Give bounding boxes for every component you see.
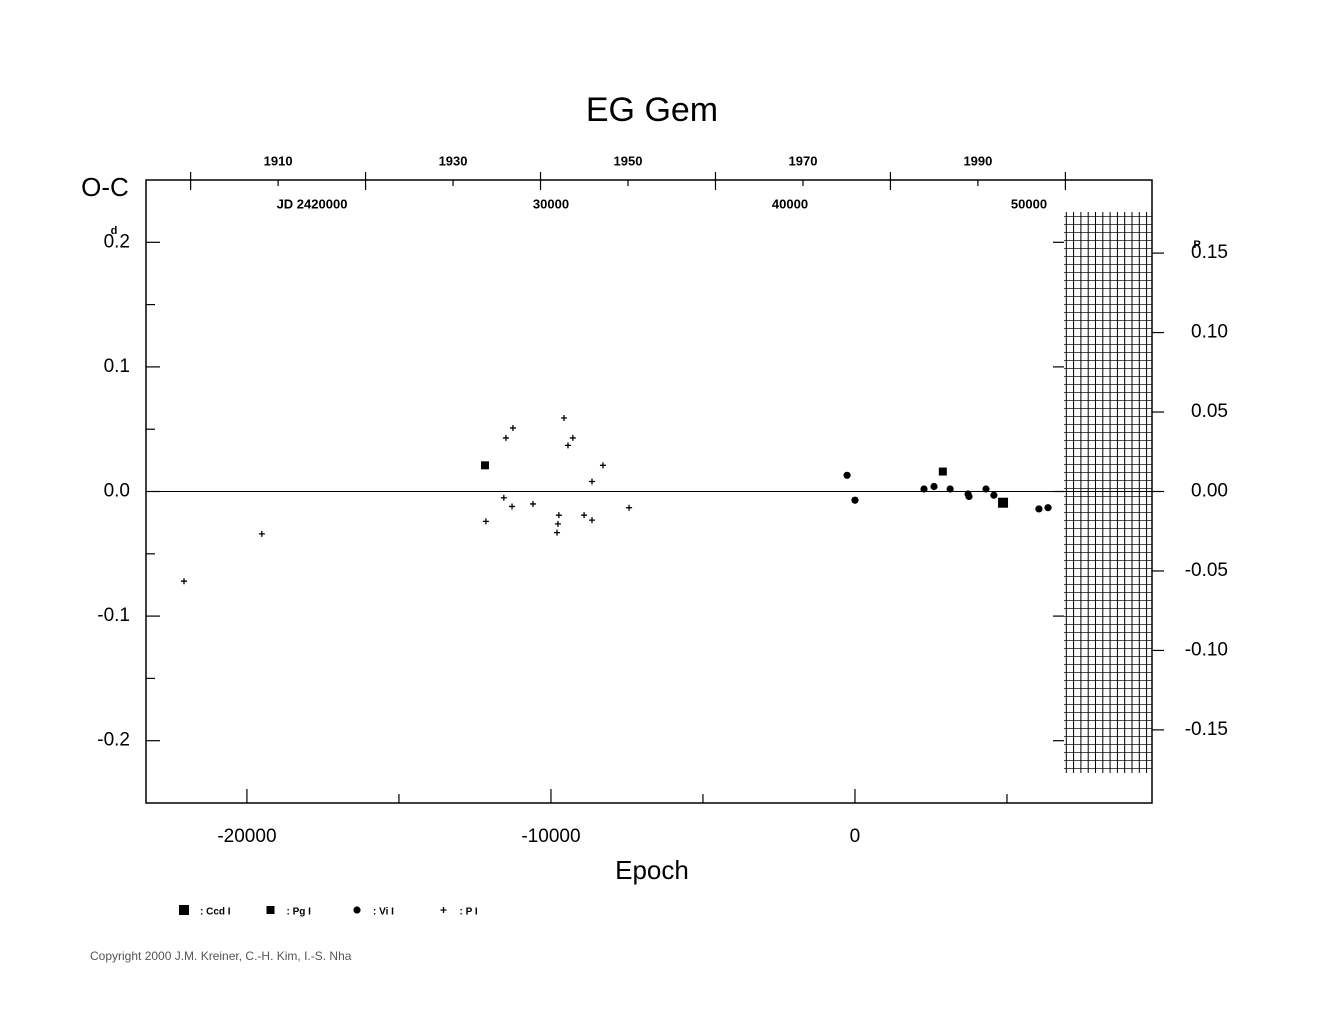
year-tick-label: 1950 bbox=[614, 153, 643, 168]
point bbox=[581, 512, 588, 519]
point bbox=[181, 578, 188, 585]
legend-label: : Vi I bbox=[373, 907, 394, 918]
point bbox=[965, 492, 973, 501]
point bbox=[843, 471, 851, 479]
jd-tick-label: JD 2420000 bbox=[277, 196, 348, 211]
y2-unit: P bbox=[1193, 239, 1200, 251]
y-tick-label: 0.1 bbox=[104, 356, 130, 377]
point bbox=[930, 482, 938, 491]
point bbox=[502, 434, 509, 441]
y2-tick-label: 0.05 bbox=[1191, 401, 1228, 422]
point bbox=[554, 520, 561, 527]
legend-marker bbox=[179, 905, 189, 915]
point bbox=[599, 462, 606, 469]
jd-tick-label: 50000 bbox=[1011, 196, 1047, 211]
point bbox=[920, 485, 928, 493]
hatched-region bbox=[1064, 212, 1152, 773]
legend-marker bbox=[266, 906, 275, 914]
chart-title: EG Gem bbox=[586, 91, 718, 129]
legend-label: : P I bbox=[460, 907, 478, 918]
point bbox=[938, 467, 947, 476]
point bbox=[588, 517, 595, 524]
y2-tick-label: 0.10 bbox=[1191, 322, 1228, 343]
point bbox=[509, 424, 516, 431]
point bbox=[480, 461, 489, 470]
year-tick-label: 1910 bbox=[264, 153, 293, 168]
point bbox=[258, 530, 265, 537]
point bbox=[500, 494, 507, 501]
point bbox=[626, 504, 633, 511]
point bbox=[569, 434, 576, 441]
point bbox=[509, 503, 516, 510]
y-tick-label: -0.2 bbox=[97, 730, 130, 751]
point bbox=[561, 414, 568, 421]
y2-tick-label: -0.10 bbox=[1185, 639, 1228, 660]
point bbox=[998, 497, 1009, 508]
x-tick-label: -10000 bbox=[521, 826, 580, 847]
point bbox=[588, 478, 595, 485]
y2-tick-label: 0.00 bbox=[1191, 481, 1228, 502]
x-tick-label: -20000 bbox=[217, 826, 276, 847]
point bbox=[990, 491, 998, 499]
y2-tick-label: -0.05 bbox=[1185, 560, 1228, 581]
y-tick-label: -0.1 bbox=[97, 605, 130, 626]
point bbox=[851, 496, 859, 504]
y-tick-label: 0.2 bbox=[104, 231, 130, 252]
y2-tick-label: -0.15 bbox=[1185, 719, 1228, 740]
point bbox=[555, 512, 562, 519]
point bbox=[530, 500, 537, 507]
x-tick-label: 0 bbox=[850, 826, 861, 847]
legend-label: : Pg I bbox=[287, 907, 312, 918]
copyright: Copyright 2000 J.M. Kreiner, C.-H. Kim, … bbox=[90, 949, 352, 963]
jd-tick-label: 30000 bbox=[533, 196, 569, 211]
y2-tick-label: 0.15 bbox=[1191, 242, 1228, 263]
y-axis-label: O-C bbox=[81, 172, 129, 202]
year-tick-label: 1990 bbox=[963, 153, 992, 168]
point bbox=[554, 529, 561, 536]
jd-tick-label: 40000 bbox=[772, 196, 808, 211]
point bbox=[1035, 505, 1043, 513]
point bbox=[482, 518, 489, 525]
y-unit: d bbox=[111, 225, 118, 237]
legend-label: : Ccd I bbox=[200, 907, 231, 918]
x-axis-label: Epoch bbox=[615, 855, 689, 885]
point bbox=[982, 485, 990, 493]
legend-marker bbox=[440, 907, 447, 913]
point bbox=[564, 442, 571, 449]
y-tick-label: 0.0 bbox=[104, 481, 130, 502]
year-tick-label: 1930 bbox=[439, 153, 468, 168]
point bbox=[1044, 504, 1052, 512]
year-tick-label: 1970 bbox=[789, 153, 818, 168]
legend-marker bbox=[353, 906, 361, 914]
point bbox=[946, 485, 954, 493]
